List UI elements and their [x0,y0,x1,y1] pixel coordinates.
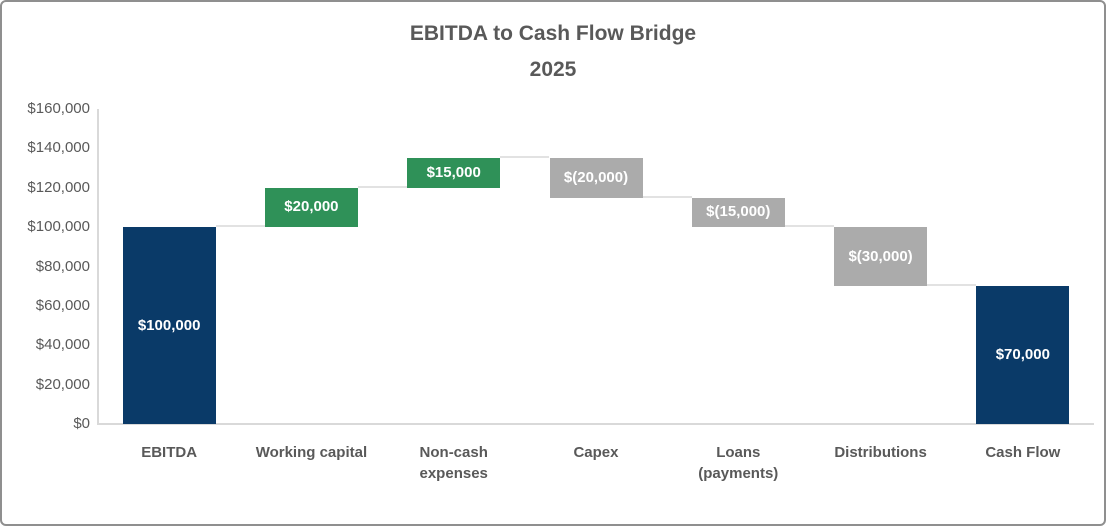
y-axis-tick-label: $0 [73,415,90,432]
waterfall-bar-cash-flow[interactable]: $70,000 [976,286,1070,424]
x-axis-label-line: Working capital [255,444,368,461]
y-axis-tick-label: $60,000 [35,296,90,314]
waterfall-bar-loans-payments[interactable]: $(15,000) [691,197,785,228]
x-axis-label-line: (payments) [698,465,779,482]
chart-subtitle: 2025 [529,58,577,81]
y-axis-tick-label: $20,000 [35,375,90,393]
y-axis-tick-label: $120,000 [27,178,90,196]
y-axis-tick-label: $160,000 [27,100,90,117]
x-axis-label-working-capital: Working capital [240,442,382,463]
waterfall-connector [357,185,408,188]
bar-value-label: $(20,000) [563,168,629,186]
x-axis-label-ebitda: EBITDA [98,442,240,463]
waterfall-connector [215,225,265,228]
waterfall-connector [927,284,977,287]
y-axis-line [97,109,99,425]
x-axis-label-line: EBITDA [141,444,198,461]
y-axis-tick-label: $100,000 [27,218,90,236]
bar-value-label: $20,000 [284,198,339,216]
waterfall-connector [642,195,692,198]
x-axis-label-non-cash-expenses: Non-cash expenses [383,442,525,484]
x-axis-label-line: expenses [419,465,488,482]
x-axis-label-line: Cash Flow [985,444,1061,461]
x-axis-label-loans-payments: Loans (payments) [667,442,809,484]
bar-value-label: $(15,000) [706,203,771,221]
waterfall-bar-non-cash-expenses[interactable]: $15,000 [407,158,501,188]
x-axis-label-line: Capex [573,444,619,461]
waterfall-bar-working-capital[interactable]: $20,000 [264,187,358,228]
waterfall-bar-capex[interactable]: $(20,000) [549,158,643,198]
x-axis-label-capex: Capex [525,442,667,463]
x-axis-label-line: Loans [716,444,761,461]
bar-value-label: $(30,000) [848,247,913,265]
y-axis-tick-label: $140,000 [27,139,90,157]
y-axis-tick-label: $40,000 [35,336,90,354]
waterfall-connector [500,156,550,159]
bar-value-label: $70,000 [995,346,1050,364]
x-axis-label-distributions: Distributions [809,442,951,463]
bar-value-label: $15,000 [426,163,481,181]
x-axis-label-line: Distributions [834,444,927,461]
x-axis-label-line: Non-cash [419,444,488,461]
waterfall-connector [784,225,835,228]
x-axis-line [97,423,1094,425]
waterfall-bar-ebitda[interactable]: $100,000 [122,227,216,424]
waterfall-bar-distributions[interactable]: $(30,000) [834,227,928,287]
chart-title-block: EBITDA to Cash Flow Bridge 2025 [2,16,1104,88]
x-axis-label-cash-flow: Cash Flow [952,442,1094,463]
bar-value-label: $100,000 [137,316,201,334]
y-axis-tick-label: $80,000 [35,257,90,275]
chart-title: EBITDA to Cash Flow Bridge [409,22,697,45]
